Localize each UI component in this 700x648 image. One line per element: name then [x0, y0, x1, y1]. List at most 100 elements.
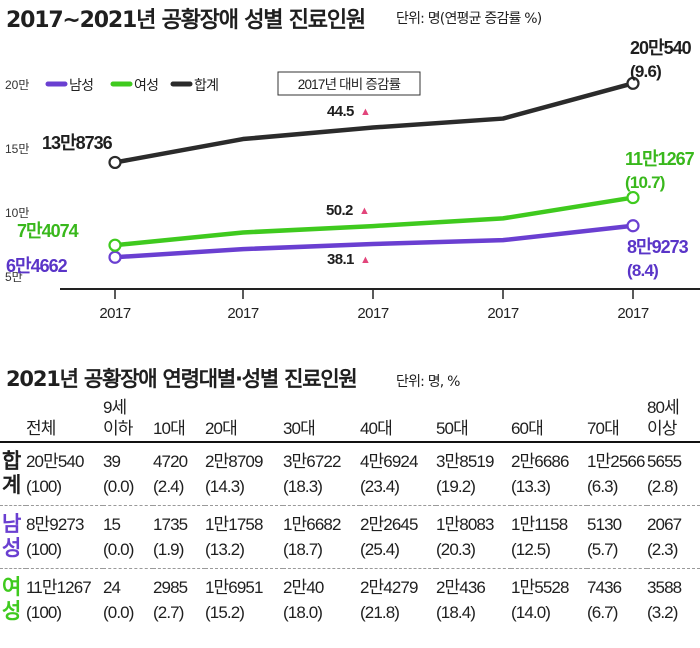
header-text: 70대 [587, 419, 620, 438]
table-header-row: 전체 9세 이하 10대 20대 30대 40대 50대 60대 70대 80세 이상 [0, 397, 700, 442]
table-cell: 3만8519 (19.2) [436, 442, 511, 505]
end-rate-label-0: (8.4) [627, 261, 658, 280]
cell-count: 24 [103, 577, 121, 597]
cell-count: 2067 [647, 514, 682, 534]
table-cell: 4만6924 (23.4) [360, 442, 436, 505]
x-tick-label-2: 2017 [357, 305, 389, 322]
up-triangle-icon-1: ▲ [359, 205, 370, 217]
table-unit-note: 단위: 명, % [396, 374, 460, 390]
cell-share: (3.2) [647, 602, 678, 622]
legend-label-1: 여성 [134, 77, 158, 93]
chart-unit-note: 단위: 명(연평균 증감률 %) [396, 11, 542, 27]
header-text: 60대 [511, 419, 544, 438]
y-tick-label-1: 10만 [5, 206, 29, 220]
cell-count: 2985 [153, 577, 188, 597]
cell-share: (18.4) [436, 602, 476, 622]
series-marker-0-0 [108, 250, 122, 264]
cell-share: (14.0) [511, 602, 551, 622]
cell-count: 1만6951 [205, 577, 263, 597]
x-tick-label-3: 2017 [487, 305, 519, 322]
annotation-box [277, 71, 421, 96]
end-value-label-1: 11만1267 [625, 149, 695, 169]
table-cell: 2만4279 (21.8) [360, 568, 436, 631]
series-line-1 [114, 195, 634, 248]
y-tick-label-0: 5만 [5, 270, 23, 284]
age-gender-table: 전체 9세 이하 10대 20대 30대 40대 50대 60대 70대 80세 이상 합 계 20만54… [0, 397, 700, 631]
cell-share: (15.2) [205, 602, 245, 622]
cell-share: (0.0) [103, 476, 134, 496]
header-cell-3: 10대 [153, 397, 205, 442]
table-cell: 2067 (2.3) [647, 505, 700, 568]
cell-count: 2만6686 [511, 451, 569, 471]
table-cell: 1만8083 (20.3) [436, 505, 511, 568]
header-cell-10: 80세 이상 [647, 397, 700, 442]
cell-share: (100) [26, 602, 62, 622]
end-rate-label-2: (9.6) [630, 62, 661, 81]
table-cell: 11만1267 (100) [26, 568, 103, 631]
header-text: 30대 [283, 419, 316, 438]
cell-share: (14.3) [205, 476, 245, 496]
row-label-char: 여 [2, 575, 22, 599]
cell-share: (18.3) [283, 476, 323, 496]
cell-share: (1.9) [153, 539, 184, 559]
cell-count: 1만2566 [587, 451, 645, 471]
cell-count: 4720 [153, 451, 188, 471]
cell-share: (2.4) [153, 476, 184, 496]
table-title: 2021년 공황장애 연령대별·성별 진료인원 [6, 367, 358, 391]
table-cell: 1만6951 (15.2) [205, 568, 283, 631]
header-cell-4: 20대 [205, 397, 283, 442]
table-cell: 2985 (2.7) [153, 568, 205, 631]
cell-share: (18.7) [283, 539, 323, 559]
series-marker-2-0 [108, 155, 122, 170]
cell-count: 1만8083 [436, 514, 494, 534]
row-label-char: 성 [2, 599, 22, 623]
start-value-label-0: 6만4662 [6, 256, 68, 276]
line-chart: 5만 10만 15만 20만 2017 2017 2017 2017 2017 남성 여성 합계 201… [5, 38, 700, 322]
header-text: 50대 [436, 419, 469, 438]
cell-count: 15 [103, 514, 121, 534]
cell-count: 3만6722 [283, 451, 341, 471]
row-label-char: 성 [2, 536, 22, 560]
cell-count: 7436 [587, 577, 622, 597]
table-cell: 2만8709 (14.3) [205, 442, 283, 505]
header-cell-5: 30대 [283, 397, 360, 442]
x-tick-label-1: 2017 [227, 305, 259, 322]
cell-count: 2만8709 [205, 451, 263, 471]
cell-share: (12.5) [511, 539, 551, 559]
table-row: 합 계 20만540 (100) 39 (0.0) 4720 (2.4) 2만8709 (14.3… [0, 442, 700, 505]
table-cell: 1만5528 (14.0) [511, 568, 587, 631]
cell-share: (100) [26, 476, 62, 496]
cell-count: 2만436 [436, 577, 486, 597]
table-cell: 4720 (2.4) [153, 442, 205, 505]
y-tick-label-2: 15만 [5, 142, 29, 156]
table-cell: 2만40 (18.0) [283, 568, 360, 631]
cell-count: 8만9273 [26, 514, 84, 534]
header-text: 이하 [103, 419, 133, 438]
series-marker-0-4 [626, 219, 640, 233]
cell-share: (18.0) [283, 602, 323, 622]
header-cell-8: 60대 [511, 397, 587, 442]
table-cell: 3588 (3.2) [647, 568, 700, 631]
cell-count: 1만5528 [511, 577, 569, 597]
table-cell: 3만6722 (18.3) [283, 442, 360, 505]
table-cell: 8만9273 (100) [26, 505, 103, 568]
cell-count: 2만40 [283, 577, 324, 597]
table-row: 남 성 8만9273 (100) 15 (0.0) 1735 (1.9) 1만1758 (13.2… [0, 505, 700, 568]
series-line-0 [114, 223, 634, 260]
table-cell: 24 (0.0) [103, 568, 153, 631]
end-rate-label-1: (10.7) [625, 173, 665, 192]
table-cell: 1만1758 (13.2) [205, 505, 283, 568]
header-text: 20대 [205, 419, 238, 438]
cell-share: (20.3) [436, 539, 476, 559]
start-value-label-2: 13만8736 [42, 133, 113, 153]
table-cell: 2만2645 (25.4) [360, 505, 436, 568]
cell-share: (19.2) [436, 476, 476, 496]
row-label-char: 남 [2, 512, 22, 536]
cell-count: 5130 [587, 514, 622, 534]
series-line-2 [114, 81, 634, 165]
table-cell: 1만6682 (18.7) [283, 505, 360, 568]
cell-count: 5655 [647, 451, 682, 471]
table-cell: 1만1158 (12.5) [511, 505, 587, 568]
